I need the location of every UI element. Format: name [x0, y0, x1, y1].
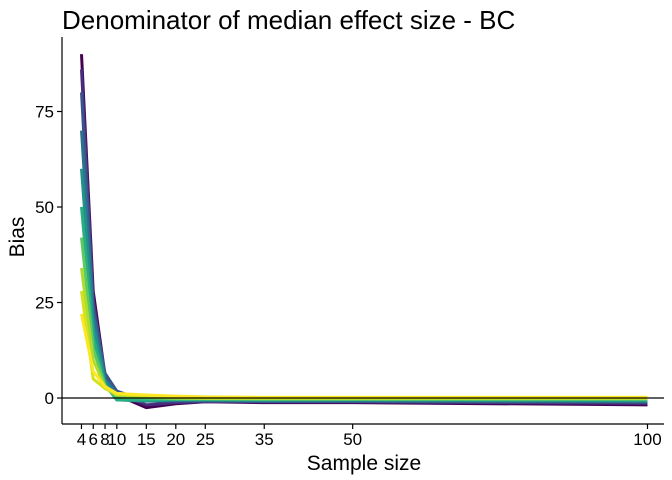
x-tick-label: 15: [137, 430, 156, 449]
y-tick-label: 25: [35, 294, 54, 313]
series-line-3: [80, 92, 648, 404]
series-layer: [80, 54, 648, 410]
series-line-10: [80, 313, 648, 399]
series-line-4: [80, 130, 648, 403]
x-tick-label: 8: [100, 430, 109, 449]
series-line-5: [80, 168, 648, 403]
x-tick-label: 35: [255, 430, 274, 449]
y-tick-label: 50: [35, 198, 54, 217]
x-tick-label: 6: [89, 430, 98, 449]
x-tick-label: 20: [166, 430, 185, 449]
x-axis-label: Sample size: [307, 452, 421, 475]
y-tick-label: 75: [35, 102, 54, 121]
y-axis-label: Bias: [6, 217, 29, 258]
x-tick-label: 10: [107, 430, 126, 449]
x-tick-label: 4: [77, 430, 86, 449]
x-tick-label: 50: [343, 430, 362, 449]
series-line-6: [80, 206, 648, 402]
x-tick-label: 100: [633, 430, 661, 449]
chart-title: Denominator of median effect size - BC: [62, 5, 515, 35]
series-line-8: [80, 267, 648, 400]
x-tick-label: 25: [196, 430, 215, 449]
series-line-2: [80, 69, 648, 407]
series-line-9: [80, 290, 648, 400]
series-line-7: [80, 237, 648, 401]
series-line-1: [80, 54, 648, 410]
y-tick-label: 0: [45, 389, 54, 408]
x-axis-ticks: 4 6 810 15 20 25 35 50 100: [77, 424, 662, 449]
y-axis-ticks: 0 25 50 75: [35, 102, 62, 408]
